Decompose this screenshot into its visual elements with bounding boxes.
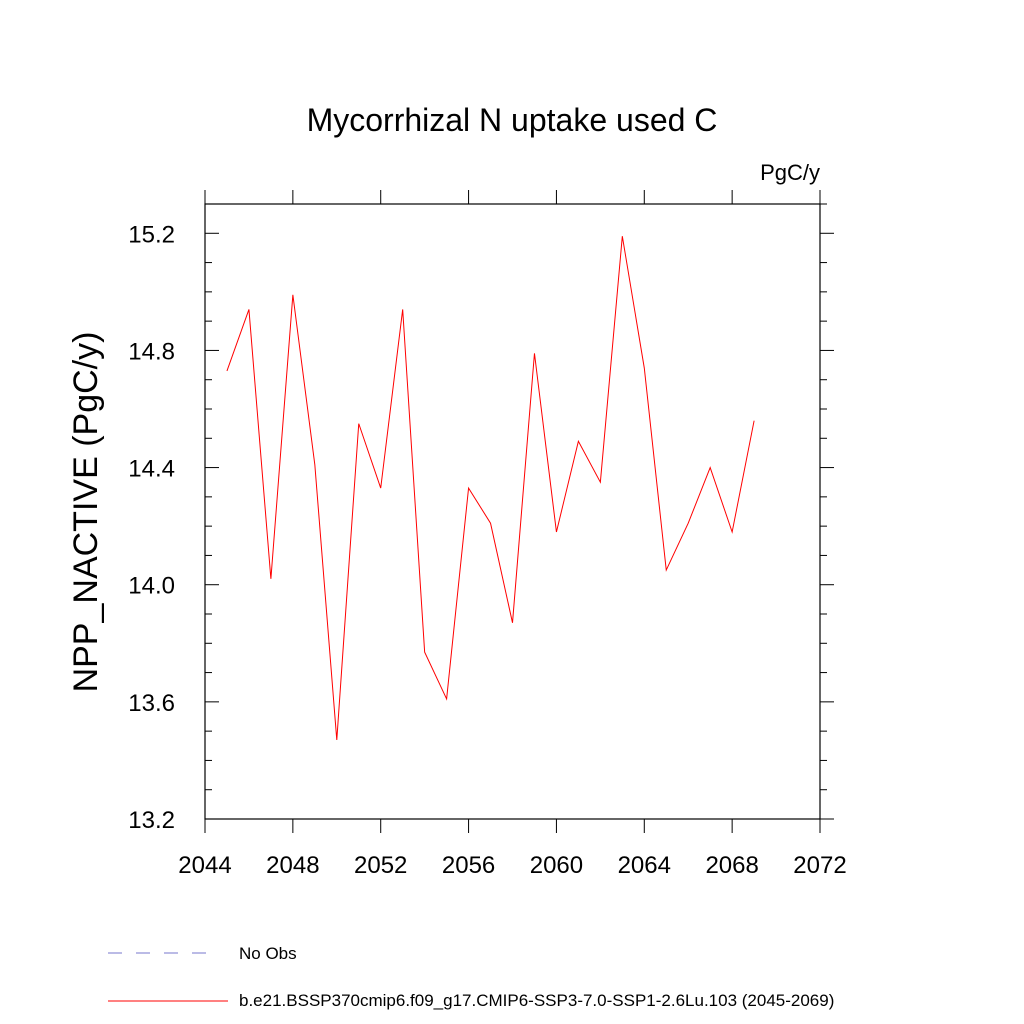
x-tick-label: 2044: [178, 852, 231, 879]
y-tick-label: 13.6: [128, 690, 175, 717]
x-tick-label: 2052: [354, 852, 407, 879]
x-tick-label: 2072: [793, 852, 846, 879]
y-tick-label: 14.4: [128, 456, 175, 483]
y-axis-label: NPP_NACTIVE (PgC/y): [67, 332, 105, 693]
chart-title: Mycorrhizal N uptake used C: [307, 102, 718, 138]
series-line: [226, 236, 755, 740]
x-tick-label: 2056: [442, 852, 495, 879]
plot-frame: [204, 203, 821, 820]
y-tick-label: 14.0: [128, 573, 175, 600]
y-tick-label: 13.2: [128, 807, 175, 834]
y-tick-label: 14.8: [128, 338, 175, 365]
x-tick-label: 2068: [705, 852, 758, 879]
x-tick-label: 2060: [530, 852, 583, 879]
legend: No Obs b.e21.BSSP370cmip6.f09_g17.CMIP6-…: [108, 944, 834, 1010]
legend-label-model: b.e21.BSSP370cmip6.f09_g17.CMIP6-SSP3-7.…: [239, 991, 834, 1010]
series-layer: [226, 236, 755, 740]
units-label: PgC/y: [760, 160, 820, 185]
y-tick-label: 15.2: [128, 221, 175, 248]
x-tick-label: 2064: [618, 852, 671, 879]
tick-labels: 2044 2048 2052 2056 2060 2064 2068 2072 13.2 13.6…: [128, 221, 846, 879]
legend-label-no-obs: No Obs: [239, 944, 297, 963]
x-tick-label: 2048: [266, 852, 319, 879]
axis-ticks: [204, 190, 834, 833]
